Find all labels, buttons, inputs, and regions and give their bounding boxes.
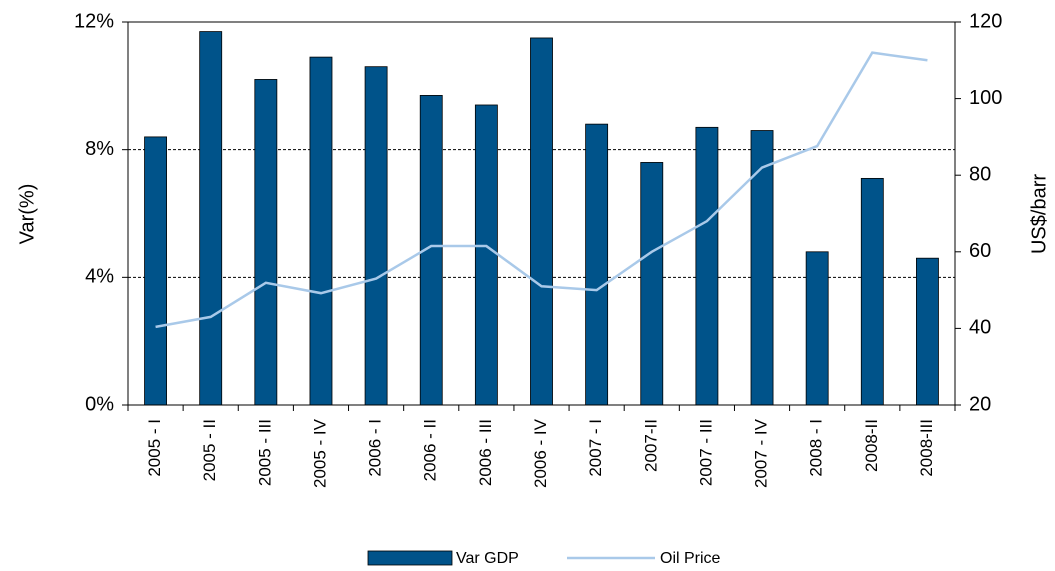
bar bbox=[199, 31, 223, 406]
y-tick-label: 0% bbox=[85, 393, 114, 415]
x-tick-label: 2006 - III bbox=[476, 419, 495, 486]
bar bbox=[750, 130, 774, 406]
bar bbox=[254, 79, 278, 406]
y-tick-label: 4% bbox=[85, 266, 114, 288]
y2-tick-label: 20 bbox=[969, 393, 991, 415]
y2-tick-label: 120 bbox=[969, 10, 1002, 32]
x-tick-label: 2006 - I bbox=[366, 419, 385, 477]
y2-tick-label: 40 bbox=[969, 317, 991, 339]
x-tick-label: 2007 - III bbox=[696, 419, 715, 486]
x-tick-label: 2008 - I bbox=[807, 419, 826, 477]
bar bbox=[144, 136, 167, 406]
bar bbox=[530, 37, 553, 406]
bar bbox=[309, 56, 333, 406]
line bbox=[155, 51, 928, 329]
y-tick-label: 8% bbox=[85, 138, 114, 160]
y2-axis-label: US$/barr bbox=[1028, 174, 1050, 254]
x-tick-label: 2008-III bbox=[917, 419, 936, 477]
legend-swatch bbox=[367, 550, 453, 566]
bar bbox=[860, 177, 884, 406]
bar bbox=[364, 66, 388, 406]
y2-tick-label: 80 bbox=[969, 163, 991, 185]
bar bbox=[585, 123, 609, 406]
y-tick-label: 12% bbox=[74, 10, 114, 32]
x-tick-label: 2008-II bbox=[862, 419, 881, 472]
x-tick-label: 2006 - IV bbox=[531, 418, 550, 488]
x-tick-label: 2007 - IV bbox=[752, 418, 771, 488]
legend-label: Oil Price bbox=[660, 550, 721, 567]
bar bbox=[916, 257, 939, 406]
y2-tick-label: 100 bbox=[969, 87, 1002, 109]
x-tick-label: 2007-II bbox=[641, 419, 660, 472]
bar bbox=[695, 126, 719, 406]
bar bbox=[640, 162, 664, 406]
y-axis-label: Var(%) bbox=[16, 184, 38, 245]
legend-label: Var GDP bbox=[456, 550, 519, 567]
bar bbox=[805, 251, 829, 406]
y2-tick-label: 60 bbox=[969, 240, 991, 262]
bar bbox=[474, 104, 498, 406]
x-tick-label: 2005 - II bbox=[200, 419, 219, 481]
x-tick-label: 2007 - I bbox=[586, 419, 605, 477]
x-tick-label: 2005 - I bbox=[145, 419, 164, 477]
x-tick-label: 2005 - IV bbox=[310, 418, 329, 488]
x-tick-label: 2006 - II bbox=[421, 419, 440, 481]
x-tick-label: 2005 - III bbox=[255, 419, 274, 486]
